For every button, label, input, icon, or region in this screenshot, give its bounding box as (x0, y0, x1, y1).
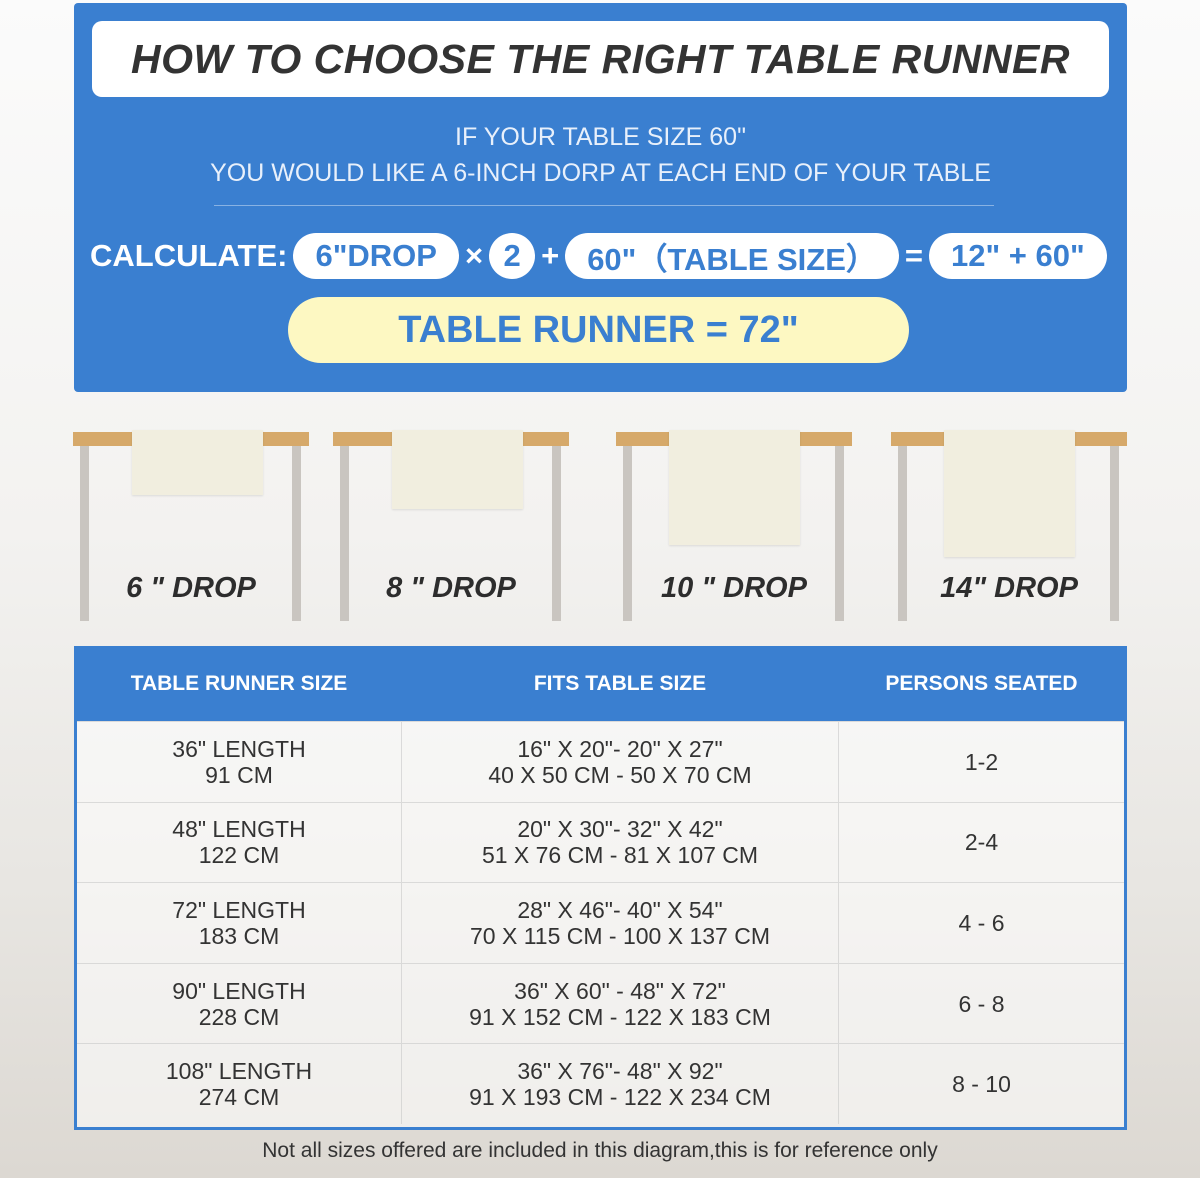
drop-label: 14" DROP (940, 572, 1078, 604)
persons-seated: 1-2 (964, 748, 999, 775)
runner-size: 36" LENGTH 91 CM (172, 735, 306, 788)
drop-diagram-8: 8 " DROP (333, 430, 569, 622)
persons-seated: 8 - 10 (952, 1071, 1011, 1098)
table-row: 72" LENGTH 183 CM 28" X 46"- 40" X 54" 70 … (77, 882, 1124, 963)
formula: CALCULATE: 6"DROP × 2 + 60"（TABLE SIZE） … (90, 233, 1107, 279)
multiplier-pill: 2 (489, 233, 536, 279)
table-row: 90" LENGTH 228 CM 36" X 60" - 48" X 72" 91… (77, 962, 1124, 1044)
equals-sign: = (904, 238, 924, 273)
persons-seated: 2-4 (964, 829, 999, 856)
header-fits-table: FITS TABLE SIZE (533, 671, 707, 695)
drop-diagram-6: 6 " DROP (73, 430, 309, 622)
runner-size: 48" LENGTH 122 CM (172, 816, 306, 869)
example-line-1: IF YOUR TABLE SIZE 60" (455, 123, 746, 151)
fits-size: 16" X 20"- 20" X 27" 40 X 50 CM - 50 X 70… (401, 722, 839, 802)
disclaimer-note: Not all sizes offered are included in th… (262, 1139, 938, 1162)
table-header: TABLE RUNNER SIZE FITS TABLE SIZE PERSON… (77, 646, 1124, 721)
persons-seated: 6 - 8 (958, 990, 1005, 1017)
drop-label: 10 " DROP (661, 572, 807, 604)
runner-size: 90" LENGTH 228 CM (172, 977, 306, 1030)
example-line-2: YOU WOULD LIKE A 6-INCH DORP AT EACH END… (210, 159, 991, 187)
table-row: 48" LENGTH 122 CM 20" X 30"- 32" X 42" 51 … (77, 801, 1124, 883)
drop-label: 8 " DROP (386, 572, 516, 604)
runner-size: 72" LENGTH 183 CM (172, 896, 306, 949)
drop-label: 6 " DROP (126, 572, 256, 604)
result-pill: TABLE RUNNER = 72" (288, 297, 909, 363)
drop-diagram-10: 10 " DROP (616, 430, 852, 622)
fits-size: 20" X 30"- 32" X 42" 51 X 76 CM - 81 X 10… (401, 802, 839, 883)
calc-label: CALCULATE: (90, 238, 288, 273)
drop-pill: 6"DROP (293, 233, 459, 279)
header-persons: PERSONS SEATED (885, 671, 1078, 695)
page-title: HOW TO CHOOSE THE RIGHT TABLE RUNNER (92, 21, 1109, 97)
table-size-pill: 60"（TABLE SIZE） (565, 233, 899, 279)
fits-size: 28" X 46"- 40" X 54" 70 X 115 CM - 100 X … (401, 883, 839, 963)
runner-size: 108" LENGTH 274 CM (165, 1058, 313, 1111)
plus-sign: + (541, 238, 560, 273)
table-row: 108" LENGTH 274 CM 36" X 76"- 48" X 92" 91… (77, 1043, 1124, 1124)
sum-pill: 12" + 60" (929, 233, 1107, 279)
times-sign: × (464, 238, 484, 273)
calculation-panel: HOW TO CHOOSE THE RIGHT TABLE RUNNER IF … (74, 3, 1127, 392)
header-runner-size: TABLE RUNNER SIZE (130, 671, 348, 695)
drop-diagram-14: 14" DROP (891, 430, 1127, 622)
fits-size: 36" X 76"- 48" X 92" 91 X 193 CM - 122 X … (401, 1044, 839, 1124)
table-row: 36" LENGTH 91 CM 16" X 20"- 20" X 27" 40 X… (77, 721, 1124, 802)
size-table: TABLE RUNNER SIZE FITS TABLE SIZE PERSON… (74, 646, 1127, 1130)
fits-size: 36" X 60" - 48" X 72" 91 X 152 CM - 122 X… (401, 963, 839, 1044)
divider (214, 205, 994, 206)
persons-seated: 4 - 6 (958, 909, 1005, 936)
